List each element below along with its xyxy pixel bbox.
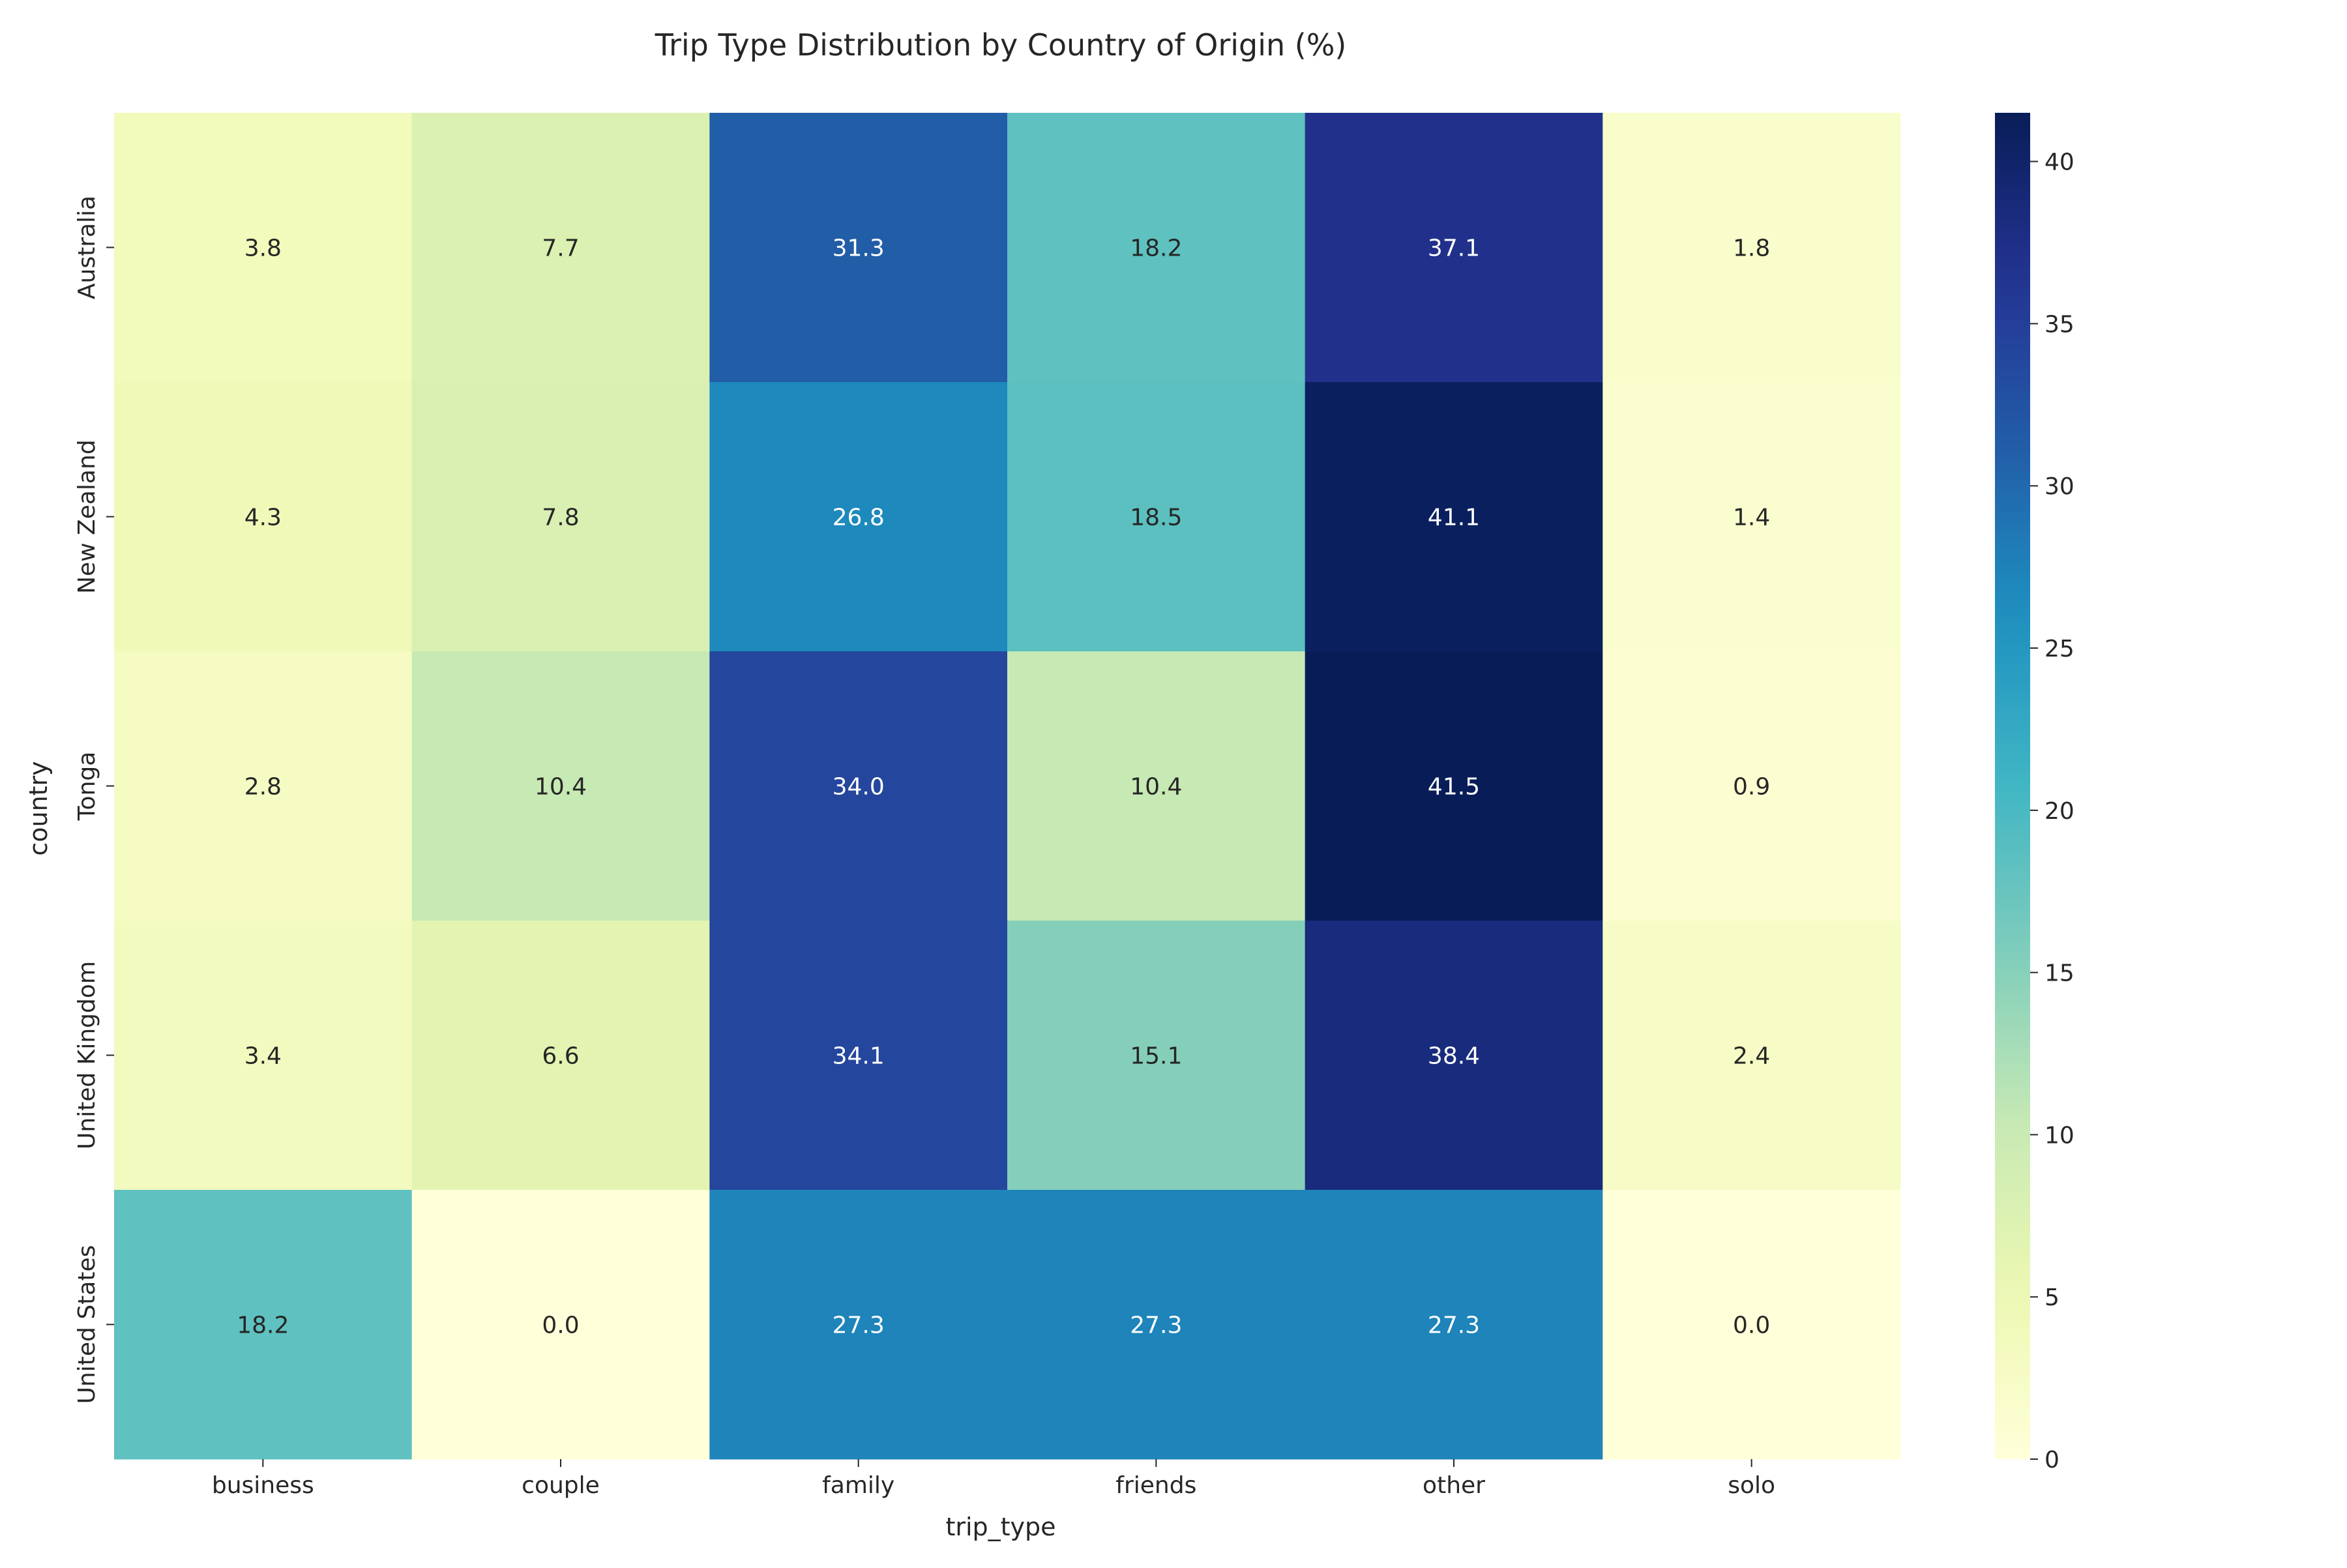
x-axis: business couple family friends other solo xyxy=(212,1459,1775,1499)
cell-annotations: 3.8 7.7 31.3 18.2 37.1 1.8 4.3 7.8 26.8 18.5 41.1 1… xyxy=(237,235,1770,1339)
colorbar-tick-label: 40 xyxy=(2044,149,2074,176)
cell-value-label: 18.2 xyxy=(237,1312,289,1339)
x-tick-label: other xyxy=(1423,1472,1485,1499)
heatmap-cell xyxy=(114,382,413,652)
cell-value-label: 27.3 xyxy=(1130,1312,1182,1339)
heatmap-cell xyxy=(114,1190,413,1460)
cell-value-label: 26.8 xyxy=(833,505,885,531)
heatmap-cell xyxy=(1305,1190,1603,1460)
heatmap-cell xyxy=(1007,651,1306,921)
cell-value-label: 37.1 xyxy=(1428,235,1480,262)
heatmap-cell xyxy=(411,921,710,1191)
colorbar-tick-label: 25 xyxy=(2044,636,2074,662)
cell-value-label: 27.3 xyxy=(1428,1312,1480,1339)
heatmap-cell xyxy=(1305,921,1603,1191)
y-axis-label: country xyxy=(24,761,53,855)
x-tick-label: business xyxy=(212,1472,314,1499)
cell-value-label: 34.0 xyxy=(833,774,885,801)
x-tick-label: solo xyxy=(1728,1472,1775,1499)
heatmap-cell xyxy=(709,921,1008,1191)
colorbar-tick-label: 30 xyxy=(2044,473,2074,500)
colorbar-tick-label: 10 xyxy=(2044,1122,2074,1149)
heatmap-cell xyxy=(709,113,1008,383)
cell-value-label: 41.5 xyxy=(1428,774,1480,801)
heatmap-cell xyxy=(1007,1190,1306,1460)
heatmap-cell xyxy=(1602,1190,1901,1460)
heatmap-cell xyxy=(1602,113,1901,383)
y-axis: Australia New Zealand Tonga United Kingdom U… xyxy=(74,196,114,1404)
cell-value-label: 1.4 xyxy=(1733,505,1770,531)
cell-value-label: 3.4 xyxy=(244,1043,282,1070)
heatmap-cell xyxy=(1007,382,1306,652)
colorbar-tick-label: 35 xyxy=(2044,311,2074,338)
cell-value-label: 0.9 xyxy=(1733,774,1770,801)
heatmap-cell xyxy=(411,382,710,652)
heatmap-cell xyxy=(1305,382,1603,652)
colorbar: 0 5 10 15 20 25 30 35 40 xyxy=(1995,113,2074,1473)
y-tick-label: United Kingdom xyxy=(74,961,100,1149)
cell-value-label: 7.7 xyxy=(542,235,579,262)
cell-value-label: 10.4 xyxy=(1130,774,1182,801)
y-tick-label: Tonga xyxy=(74,752,100,821)
heatmap-cell xyxy=(114,921,413,1191)
x-axis-label: trip_type xyxy=(945,1513,1055,1541)
heatmap-cell xyxy=(1602,382,1901,652)
cell-value-label: 15.1 xyxy=(1130,1043,1182,1070)
cell-value-label: 18.2 xyxy=(1130,235,1182,262)
cell-value-label: 38.4 xyxy=(1428,1043,1480,1070)
cell-value-label: 18.5 xyxy=(1130,505,1182,531)
y-tick-label: New Zealand xyxy=(74,439,100,594)
heatmap-cells xyxy=(114,113,1901,1460)
cell-value-label: 41.1 xyxy=(1428,505,1480,531)
colorbar-tick-label: 0 xyxy=(2044,1447,2059,1473)
cell-value-label: 0.0 xyxy=(542,1312,579,1339)
heatmap-cell xyxy=(411,113,710,383)
cell-value-label: 10.4 xyxy=(535,774,587,801)
colorbar-tick-label: 15 xyxy=(2044,960,2074,987)
heatmap-cell xyxy=(1602,651,1901,921)
x-tick-label: family xyxy=(822,1472,894,1499)
heatmap-cell xyxy=(1007,921,1306,1191)
heatmap-cell xyxy=(709,1190,1008,1460)
cell-value-label: 6.6 xyxy=(542,1043,579,1070)
cell-value-label: 34.1 xyxy=(833,1043,885,1070)
heatmap-cell xyxy=(1007,113,1306,383)
cell-value-label: 7.8 xyxy=(542,505,579,531)
heatmap-cell xyxy=(114,113,413,383)
heatmap-cell xyxy=(411,1190,710,1460)
cell-value-label: 1.8 xyxy=(1733,235,1770,262)
heatmap-cell xyxy=(709,651,1008,921)
cell-value-label: 31.3 xyxy=(833,235,885,262)
heatmap-cell xyxy=(709,382,1008,652)
cell-value-label: 3.8 xyxy=(244,235,282,262)
cell-value-label: 4.3 xyxy=(244,505,282,531)
heatmap-cell xyxy=(1602,921,1901,1191)
colorbar-gradient xyxy=(1995,113,2030,1459)
colorbar-tick-label: 20 xyxy=(2044,798,2074,825)
heatmap-cell xyxy=(1305,113,1603,383)
cell-value-label: 2.4 xyxy=(1733,1043,1770,1070)
heatmap-cell xyxy=(411,651,710,921)
cell-value-label: 2.8 xyxy=(244,774,282,801)
y-tick-label: Australia xyxy=(74,196,100,299)
colorbar-ticks: 0 5 10 15 20 25 30 35 40 xyxy=(2030,149,2074,1473)
colorbar-tick-label: 5 xyxy=(2044,1284,2059,1311)
x-tick-label: couple xyxy=(522,1472,600,1499)
heatmap-cell xyxy=(114,651,413,921)
x-tick-label: friends xyxy=(1115,1472,1196,1499)
y-tick-label: United States xyxy=(74,1245,100,1404)
cell-value-label: 0.0 xyxy=(1733,1312,1770,1339)
chart-title: Trip Type Distribution by Country of Ori… xyxy=(655,27,1347,63)
cell-value-label: 27.3 xyxy=(833,1312,885,1339)
heatmap-cell xyxy=(1305,651,1603,921)
